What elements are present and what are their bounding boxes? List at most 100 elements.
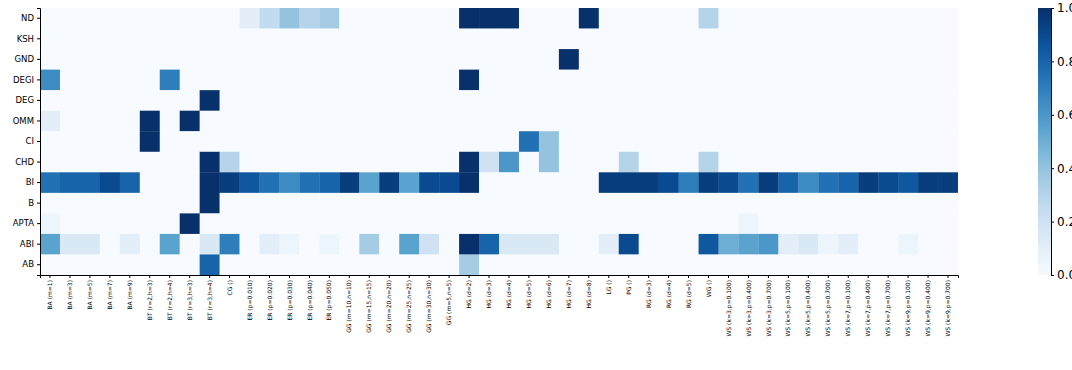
cell [60, 234, 80, 255]
cell [240, 49, 260, 70]
cell [938, 193, 958, 214]
x-tick-label: HG (d=6) [545, 280, 552, 308]
cell [499, 193, 519, 214]
cell [399, 131, 419, 152]
cell [659, 131, 679, 152]
cell [719, 131, 739, 152]
x-tick: HG (d=6) [545, 275, 552, 308]
cell [160, 131, 180, 152]
cell [599, 172, 619, 193]
cell [299, 49, 319, 70]
cell [319, 90, 339, 111]
cell [339, 152, 359, 173]
cell [758, 111, 778, 132]
cell [838, 213, 858, 234]
cell [80, 152, 100, 173]
cell [738, 111, 758, 132]
cell [738, 213, 758, 234]
cell [479, 70, 499, 91]
x-tick: GG (m=25,n=25) [405, 275, 412, 333]
cell [399, 29, 419, 50]
x-tick-label: WS (k=7,p=0.100) [844, 280, 852, 337]
cell [40, 152, 60, 173]
cell [679, 234, 699, 255]
cell [339, 213, 359, 234]
y-tick-mark [37, 182, 40, 183]
cell [858, 234, 878, 255]
colorbar-tick-label: 0.8 [1057, 55, 1072, 69]
cell [260, 111, 280, 132]
cell [240, 193, 260, 214]
cell [80, 254, 100, 275]
cell [120, 111, 140, 132]
x-tick-label: GG (m=10,n=10) [345, 280, 352, 333]
y-tick-mark [37, 79, 40, 80]
y-tick: APTA [13, 218, 40, 228]
x-tick-label: BA (m=1) [46, 280, 53, 310]
cell [180, 152, 200, 173]
cell [818, 213, 838, 234]
cell [738, 254, 758, 275]
y-tick: CHD [15, 157, 40, 167]
cell [459, 131, 479, 152]
x-tick-mark [389, 275, 390, 278]
x-tick-mark [129, 275, 130, 278]
cell [699, 172, 719, 193]
cell [220, 90, 240, 111]
cell [659, 8, 679, 29]
cell [758, 131, 778, 152]
cell [619, 234, 639, 255]
x-tick-label: ER (p=0.010) [246, 280, 254, 321]
y-tick: B [28, 198, 40, 208]
x-tick: BA (m=5) [86, 275, 93, 310]
x-tick-mark [369, 275, 370, 278]
cell [240, 172, 260, 193]
x-tick-mark [848, 275, 849, 278]
cell [719, 172, 739, 193]
x-tick-label: WS (k=5,p=0.100) [784, 280, 792, 337]
cell [679, 254, 699, 275]
cell [299, 152, 319, 173]
cell [180, 8, 200, 29]
cell [878, 213, 898, 234]
cell [180, 131, 200, 152]
x-tick-mark [828, 275, 829, 278]
cell [559, 70, 579, 91]
cell [878, 49, 898, 70]
cell [319, 152, 339, 173]
y-tick-mark [37, 59, 40, 60]
y-tick-label: GND [15, 54, 35, 64]
cell [599, 131, 619, 152]
cell [459, 213, 479, 234]
cell [639, 111, 659, 132]
cell [798, 254, 818, 275]
x-tick-mark [688, 275, 689, 278]
cell [639, 234, 659, 255]
cell [319, 213, 339, 234]
x-tick: WS (k=9,p=0.100) [904, 275, 912, 337]
cell [439, 29, 459, 50]
cell [220, 111, 240, 132]
cell [838, 29, 858, 50]
x-tick: BT (r=3,h=4) [206, 275, 213, 320]
cell [299, 131, 319, 152]
x-tick-mark [349, 275, 350, 278]
cell [160, 152, 180, 173]
cell [379, 193, 399, 214]
cell [918, 172, 938, 193]
cell [798, 152, 818, 173]
cell [818, 234, 838, 255]
cell [80, 49, 100, 70]
cell [818, 152, 838, 173]
cell [240, 254, 260, 275]
cell [938, 172, 958, 193]
cell [878, 90, 898, 111]
cell [319, 254, 339, 275]
x-tick: WS (k=9,p=0.400) [924, 275, 932, 337]
cell [479, 49, 499, 70]
cell [140, 213, 160, 234]
cell [419, 172, 439, 193]
x-tick-mark [668, 275, 669, 278]
cell [439, 131, 459, 152]
x-tick-mark [868, 275, 869, 278]
